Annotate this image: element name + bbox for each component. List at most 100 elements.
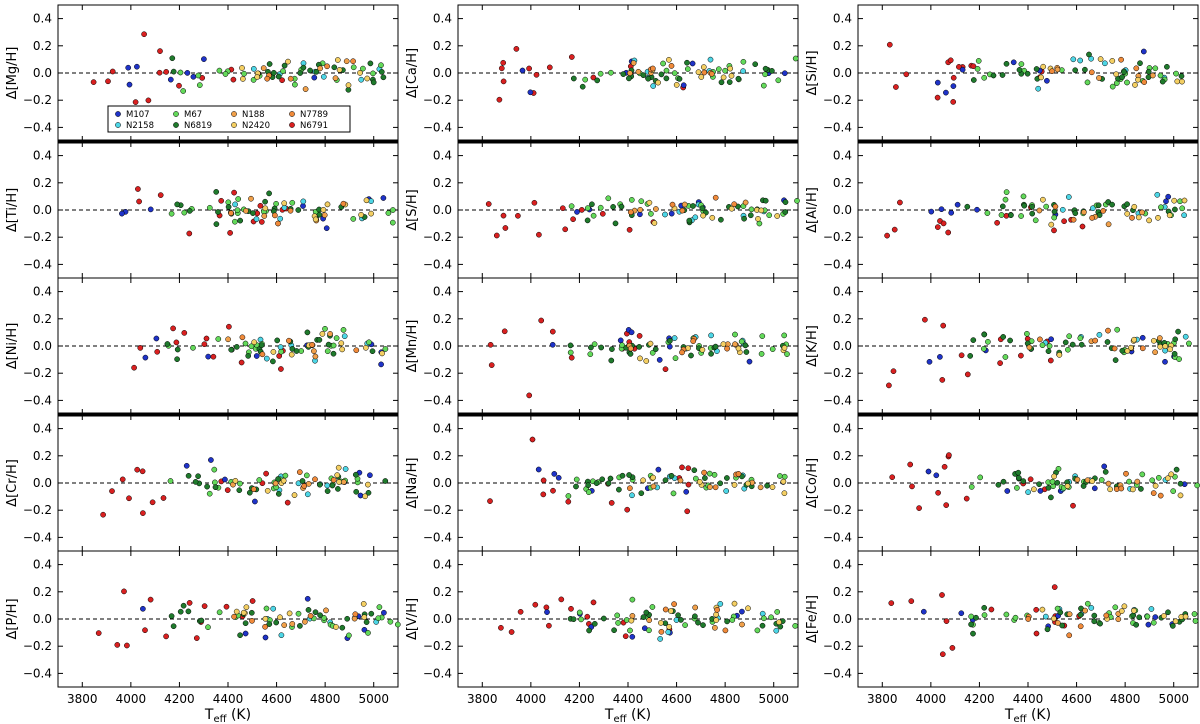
point-n6819 [174, 346, 181, 353]
point-n6819 [274, 337, 281, 344]
legend-label-n7789: N7789 [300, 110, 328, 120]
point-n2420 [1109, 58, 1116, 64]
y-tick-label: 0.0 [833, 612, 852, 626]
point-n6819 [588, 344, 594, 351]
point-m67 [671, 70, 678, 76]
point-n7789 [649, 65, 656, 72]
point-n6791 [201, 341, 208, 348]
point-n2420 [291, 492, 298, 498]
point-n6791 [114, 642, 121, 648]
point-n6791 [109, 68, 116, 75]
point-m107 [222, 476, 228, 483]
point-m67 [340, 327, 347, 333]
point-n6819 [990, 72, 997, 79]
point-n6791 [963, 495, 970, 502]
point-m67 [375, 615, 382, 622]
point-m67 [295, 610, 302, 617]
point-m67 [670, 490, 677, 497]
point-n2420 [758, 207, 765, 214]
point-n6819 [695, 619, 701, 626]
point-n6819 [215, 209, 221, 215]
y-tick-label: 0.2 [433, 585, 452, 599]
point-n6791 [249, 598, 256, 604]
point-n7789 [275, 220, 281, 227]
point-n6791 [109, 488, 115, 494]
point-n6791 [970, 63, 977, 70]
point-m107 [937, 354, 943, 360]
point-m67 [975, 58, 982, 64]
y-tick-label: 0.2 [33, 312, 52, 326]
point-m67 [984, 210, 991, 216]
point-m67 [648, 210, 654, 217]
point-m67 [754, 627, 761, 634]
point-n7789 [259, 351, 266, 358]
point-n6819 [1130, 612, 1137, 619]
point-n6791 [540, 491, 547, 498]
panel-ti: −0.4 −0.2 0.0 0.2 0.4 Δ[Ti/H] [5, 141, 399, 279]
point-n6819 [570, 75, 577, 82]
point-n6791 [907, 461, 914, 468]
point-m67 [168, 210, 175, 217]
point-n2158 [277, 215, 284, 222]
point-n6819 [610, 204, 616, 210]
y-tick-label: 0.2 [833, 176, 852, 190]
point-n6819 [1069, 341, 1076, 348]
point-n2420 [1179, 78, 1185, 85]
point-m67 [597, 70, 604, 77]
point-m67 [256, 477, 263, 483]
point-n6819 [313, 68, 320, 75]
point-n6819 [1159, 78, 1166, 85]
point-n188 [732, 341, 738, 348]
point-n6791 [964, 371, 971, 378]
point-n7789 [1133, 65, 1140, 72]
point-m67 [167, 478, 174, 484]
point-n6791 [679, 464, 685, 471]
point-m67 [711, 471, 718, 478]
point-n188 [712, 624, 718, 631]
point-n6791 [139, 468, 146, 475]
point-n6819 [1169, 623, 1176, 629]
point-n188 [1026, 344, 1033, 351]
point-n188 [1081, 209, 1087, 216]
point-n6819 [281, 62, 288, 69]
point-n2420 [1135, 76, 1141, 83]
x-tick-label: 4200 [564, 692, 595, 706]
point-m67 [768, 614, 774, 621]
point-n2420 [240, 76, 246, 82]
point-n188 [1105, 221, 1112, 228]
point-m107 [656, 357, 663, 363]
point-n6791 [949, 645, 956, 651]
y-tick-label: −0.4 [423, 120, 452, 134]
point-n2420 [264, 487, 271, 494]
point-n6819 [981, 331, 988, 338]
point-m67 [181, 209, 188, 216]
point-n2420 [312, 216, 319, 223]
point-n188 [261, 213, 268, 219]
point-n6819 [616, 486, 622, 493]
panel-fe: −0.4 −0.2 0.0 0.2 0.4 3800 4000 4200 4400 4600 480… [805, 550, 1199, 706]
point-n2420 [1121, 603, 1128, 610]
point-n6791 [584, 613, 591, 620]
point-n2420 [1056, 352, 1063, 358]
point-m67 [1014, 485, 1020, 491]
point-m67 [981, 74, 988, 81]
point-n6819 [762, 197, 769, 204]
point-n6791 [145, 97, 152, 104]
point-n188 [323, 607, 329, 614]
point-n2420 [1135, 214, 1142, 221]
point-m67 [378, 62, 384, 69]
point-n2420 [731, 482, 738, 488]
data-points [889, 452, 1200, 511]
point-m67 [792, 55, 799, 62]
point-n2420 [339, 346, 346, 353]
point-n7789 [708, 71, 715, 77]
point-n6819 [1105, 199, 1112, 205]
point-m67 [1098, 477, 1105, 483]
point-m67 [330, 342, 337, 349]
point-m107 [938, 206, 945, 213]
point-n2420 [781, 490, 788, 497]
point-m67 [646, 627, 652, 634]
point-n6791 [160, 495, 167, 501]
point-n6791 [570, 216, 576, 223]
y-tick-label: −0.2 [823, 639, 852, 653]
